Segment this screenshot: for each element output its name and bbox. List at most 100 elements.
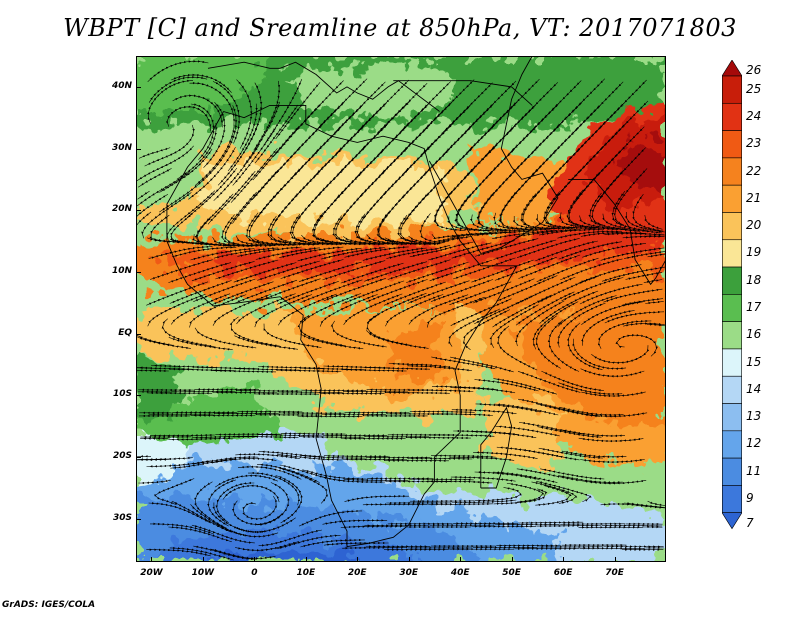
streamline xyxy=(300,454,366,460)
streamline xyxy=(580,368,645,378)
colorbar-label: 12 xyxy=(746,436,762,451)
colorbar-segment xyxy=(722,321,742,350)
streamline xyxy=(560,429,626,438)
colorbar-label: 22 xyxy=(746,163,762,178)
colorbar-label: 13 xyxy=(746,409,762,424)
streamline xyxy=(518,521,584,525)
lat-tick xyxy=(136,395,141,397)
colorbar-label: 11 xyxy=(746,463,762,478)
colorbar-segment xyxy=(722,485,742,514)
streamline xyxy=(647,500,666,507)
lat-label: 20S xyxy=(112,451,132,462)
streamline xyxy=(323,541,389,546)
lon-tick xyxy=(305,557,307,562)
colorbar-label: 17 xyxy=(746,300,762,314)
streamline xyxy=(322,519,388,525)
map-canvas xyxy=(136,56,666,562)
colorbar-label: 7 xyxy=(746,515,754,530)
colorbar-segment xyxy=(722,184,742,213)
streamline xyxy=(645,300,664,305)
streamline xyxy=(147,60,209,83)
streamline xyxy=(604,310,665,324)
streamline xyxy=(647,253,666,258)
colorbar-segment xyxy=(722,266,742,295)
streamline xyxy=(323,454,389,458)
streamline xyxy=(536,481,592,502)
colorbar-label: 23 xyxy=(746,136,762,151)
colorbar-label: 14 xyxy=(746,381,762,396)
colorbar-label: 20 xyxy=(746,218,762,233)
streamline xyxy=(561,450,627,459)
streamline xyxy=(385,391,450,395)
colorbar xyxy=(722,60,742,530)
streamline xyxy=(625,272,663,280)
streamline xyxy=(560,522,625,526)
colorbar-label: 21 xyxy=(746,190,762,205)
lat-label: 30N xyxy=(111,142,132,153)
lon-label: 60E xyxy=(553,568,573,578)
lon-label: 20W xyxy=(140,568,163,578)
lon-tick xyxy=(254,557,256,562)
lat-label: 30S xyxy=(112,512,132,523)
colorbar-segment xyxy=(722,157,742,186)
colorbar-segment xyxy=(722,403,742,432)
streamline xyxy=(603,288,663,303)
lon-tick xyxy=(202,557,204,562)
lat-tick xyxy=(136,457,141,459)
colorbar-segment xyxy=(722,430,742,459)
streamline xyxy=(582,412,648,418)
lat-tick xyxy=(136,148,141,150)
lat-tick xyxy=(136,333,141,335)
chart-title: WBPT [C] and Sreamline at 850hPa, VT: 20… xyxy=(63,14,737,42)
streamline xyxy=(153,478,195,506)
colorbar-segment xyxy=(722,75,742,104)
colorbar-label: 18 xyxy=(746,272,762,287)
lon-tick xyxy=(563,557,565,562)
lat-label: 10N xyxy=(111,265,132,276)
lon-label: 10W xyxy=(191,568,215,578)
streamline xyxy=(646,323,666,327)
lon-label: 20E xyxy=(347,568,367,578)
streamline xyxy=(597,79,647,131)
streamline xyxy=(366,330,429,350)
grads-credit: GrADS: IGES/COLA xyxy=(2,600,96,610)
lat-label: 40N xyxy=(111,80,132,91)
streamline xyxy=(615,334,658,357)
colorbar-label: 15 xyxy=(746,354,762,369)
lon-tick xyxy=(408,557,410,562)
colorbar-max-triangle xyxy=(722,60,742,77)
colorbar-label: 19 xyxy=(746,245,762,260)
streamline xyxy=(591,345,650,364)
colorbar-segment xyxy=(722,375,742,404)
lat-tick xyxy=(136,86,141,88)
lon-label: 30E xyxy=(399,568,419,578)
lon-tick xyxy=(460,557,462,562)
colorbar-label: 16 xyxy=(746,327,762,342)
colorbar-segment xyxy=(722,102,742,131)
wbpt-map xyxy=(136,56,666,562)
colorbar-segment xyxy=(722,130,742,159)
colorbar-segment xyxy=(722,348,742,377)
streamline xyxy=(428,502,494,506)
streamline xyxy=(580,458,645,464)
streamline xyxy=(211,548,276,560)
streamline xyxy=(624,251,666,260)
streamline xyxy=(211,369,277,374)
lon-label: 50E xyxy=(502,568,521,578)
streamline xyxy=(581,479,647,485)
streamline xyxy=(280,432,346,436)
lat-label: 20N xyxy=(111,204,132,215)
lon-tick xyxy=(511,557,513,562)
lon-label: 0 xyxy=(251,568,258,578)
lat-label: EQ xyxy=(118,327,132,338)
streamline xyxy=(136,369,169,373)
colorbar-segment xyxy=(722,457,742,486)
streamline xyxy=(343,478,409,482)
streamline xyxy=(624,502,666,509)
lon-label: 10E xyxy=(296,568,316,578)
streamline xyxy=(300,538,365,548)
lat-tick xyxy=(136,210,141,212)
lat-tick xyxy=(136,518,141,520)
streamline xyxy=(578,437,644,443)
streamline xyxy=(621,298,664,306)
